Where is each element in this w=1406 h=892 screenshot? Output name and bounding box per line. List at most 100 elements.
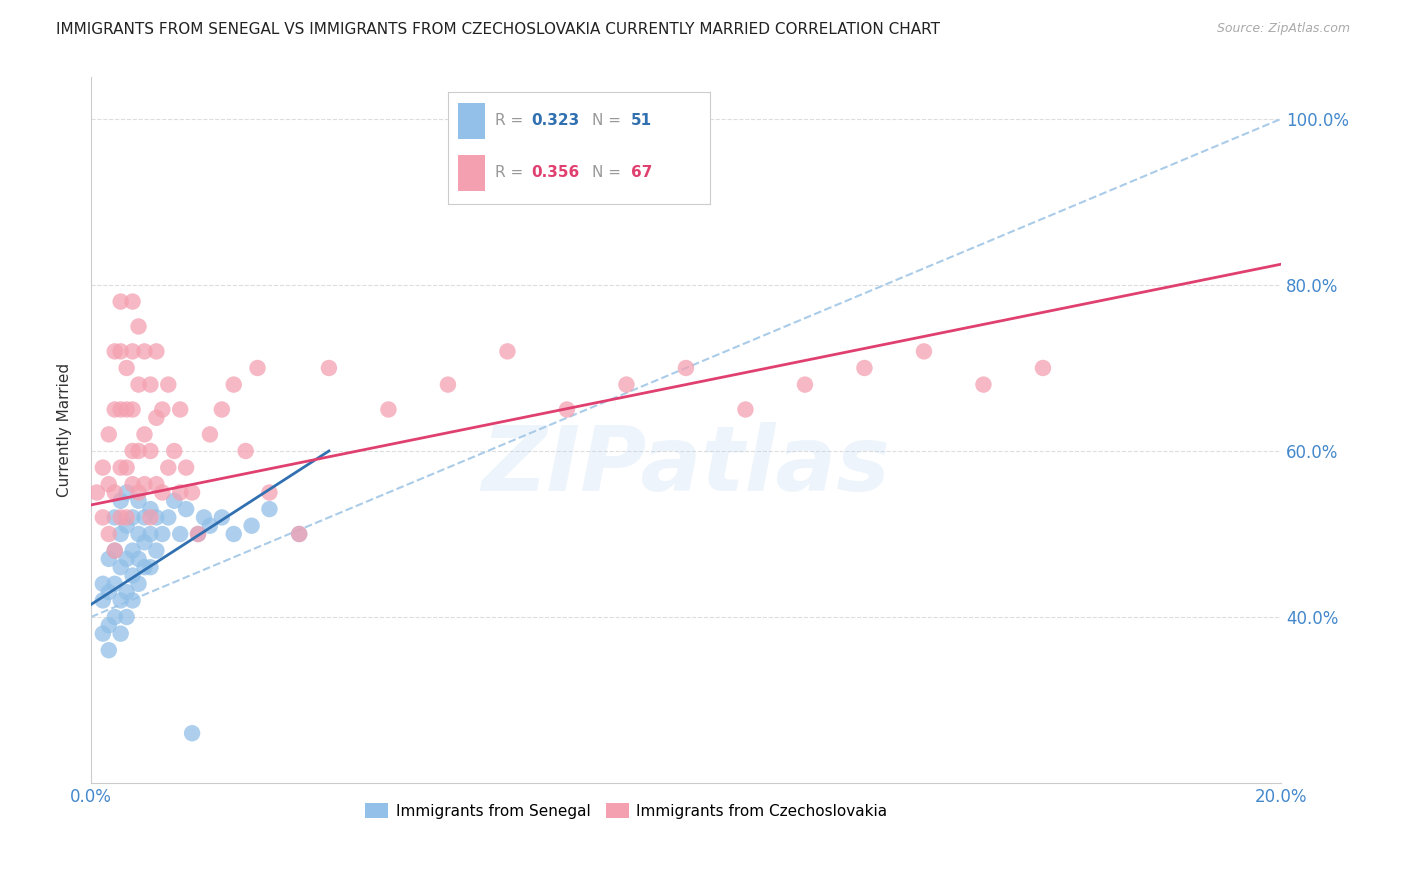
Point xyxy=(794,377,817,392)
Point xyxy=(110,510,132,524)
Point xyxy=(246,361,269,376)
Point xyxy=(128,527,150,541)
Point xyxy=(134,535,156,549)
Point xyxy=(121,510,143,524)
Point xyxy=(181,485,204,500)
Point xyxy=(97,618,120,632)
Point xyxy=(97,643,120,657)
Point xyxy=(157,510,180,524)
Point xyxy=(97,585,120,599)
Point xyxy=(181,726,204,740)
Point xyxy=(437,377,460,392)
Point xyxy=(187,527,209,541)
Point xyxy=(163,444,186,458)
Point xyxy=(97,552,120,566)
Point xyxy=(198,518,221,533)
Point xyxy=(91,626,114,640)
Point xyxy=(128,552,150,566)
Point xyxy=(121,477,143,491)
Point xyxy=(134,560,156,574)
Text: IMMIGRANTS FROM SENEGAL VS IMMIGRANTS FROM CZECHOSLOVAKIA CURRENTLY MARRIED CORR: IMMIGRANTS FROM SENEGAL VS IMMIGRANTS FR… xyxy=(56,22,941,37)
Point xyxy=(115,485,138,500)
Text: Source: ZipAtlas.com: Source: ZipAtlas.com xyxy=(1216,22,1350,36)
Point xyxy=(115,585,138,599)
Point xyxy=(128,576,150,591)
Point xyxy=(853,361,876,376)
Point xyxy=(139,377,162,392)
Point xyxy=(91,510,114,524)
Point xyxy=(110,294,132,309)
Point xyxy=(115,460,138,475)
Point xyxy=(104,402,127,417)
Point xyxy=(259,485,281,500)
Point xyxy=(91,576,114,591)
Point xyxy=(104,543,127,558)
Point xyxy=(496,344,519,359)
Point xyxy=(377,402,399,417)
Point xyxy=(104,485,127,500)
Point xyxy=(115,518,138,533)
Point xyxy=(121,344,143,359)
Point xyxy=(128,493,150,508)
Legend: Immigrants from Senegal, Immigrants from Czechoslovakia: Immigrants from Senegal, Immigrants from… xyxy=(359,797,894,825)
Point xyxy=(139,502,162,516)
Point xyxy=(121,444,143,458)
Point xyxy=(121,568,143,582)
Point xyxy=(115,510,138,524)
Point xyxy=(134,427,156,442)
Text: ZIPatlas: ZIPatlas xyxy=(481,422,890,509)
Point xyxy=(91,593,114,607)
Point xyxy=(128,377,150,392)
Point xyxy=(104,576,127,591)
Point xyxy=(169,527,191,541)
Point xyxy=(187,527,209,541)
Point xyxy=(145,410,167,425)
Point xyxy=(211,402,233,417)
Point xyxy=(110,560,132,574)
Point xyxy=(169,485,191,500)
Point xyxy=(198,427,221,442)
Point xyxy=(139,527,162,541)
Point xyxy=(110,460,132,475)
Point xyxy=(193,510,215,524)
Point xyxy=(104,543,127,558)
Point xyxy=(734,402,756,417)
Point xyxy=(145,477,167,491)
Point xyxy=(121,294,143,309)
Point xyxy=(169,402,191,417)
Point xyxy=(288,527,311,541)
Point xyxy=(150,485,173,500)
Point xyxy=(222,377,245,392)
Point xyxy=(163,493,186,508)
Point xyxy=(174,502,197,516)
Point xyxy=(150,527,173,541)
Point xyxy=(110,593,132,607)
Point xyxy=(145,543,167,558)
Point xyxy=(128,319,150,334)
Point xyxy=(97,427,120,442)
Point xyxy=(157,460,180,475)
Point xyxy=(675,361,697,376)
Point xyxy=(150,402,173,417)
Point xyxy=(110,527,132,541)
Point xyxy=(139,560,162,574)
Point xyxy=(86,485,108,500)
Point xyxy=(318,361,340,376)
Point xyxy=(616,377,638,392)
Point xyxy=(104,510,127,524)
Point xyxy=(139,444,162,458)
Point xyxy=(115,610,138,624)
Point xyxy=(110,344,132,359)
Point xyxy=(121,543,143,558)
Point xyxy=(110,493,132,508)
Point xyxy=(121,593,143,607)
Point xyxy=(134,510,156,524)
Point xyxy=(110,402,132,417)
Point xyxy=(121,402,143,417)
Point xyxy=(145,344,167,359)
Point xyxy=(115,402,138,417)
Point xyxy=(555,402,578,417)
Point xyxy=(91,460,114,475)
Point xyxy=(104,344,127,359)
Point xyxy=(211,510,233,524)
